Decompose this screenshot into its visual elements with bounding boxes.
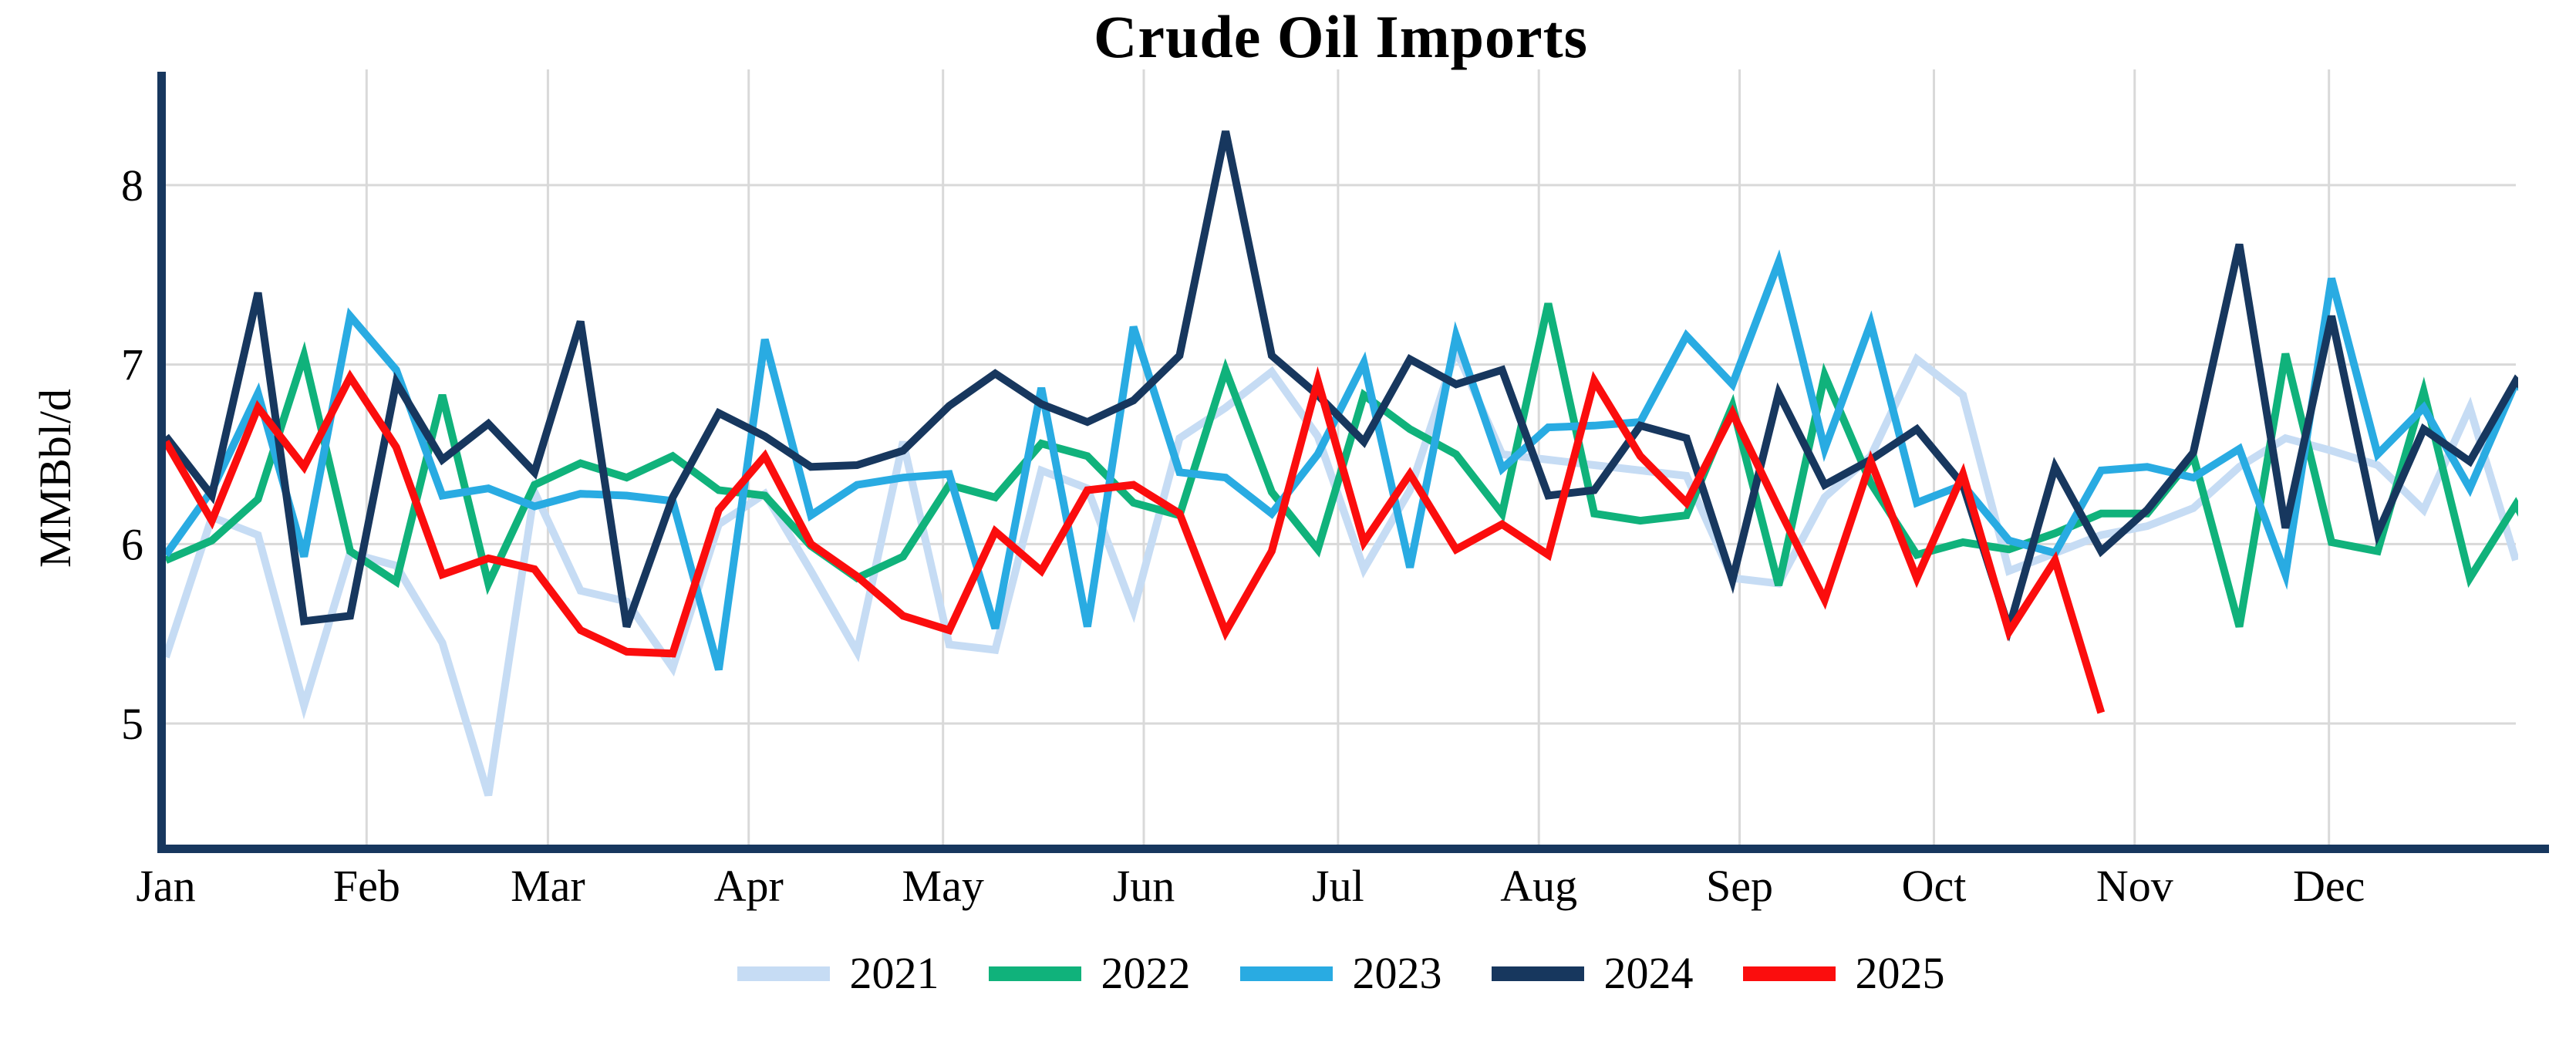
- legend-item-2023: 2023: [1239, 943, 1442, 1004]
- legend-swatch-2021: [737, 966, 830, 981]
- y-tick-label: 5: [121, 699, 143, 749]
- legend-swatch-2023: [1239, 966, 1333, 981]
- legend-swatch-2025: [1742, 966, 1836, 981]
- x-tick-label: May: [902, 861, 984, 911]
- legend-swatch-2022: [988, 966, 1081, 981]
- legend-label-2024: 2024: [1603, 948, 1694, 998]
- legend-label-2025: 2025: [1855, 948, 1945, 998]
- x-axis-spine: [157, 845, 2549, 853]
- legend-swatch-2024: [1491, 966, 1584, 981]
- x-tick-label: Oct: [1902, 861, 1967, 911]
- x-tick-label: Apr: [714, 861, 784, 911]
- x-tick-label: Nov: [2096, 861, 2173, 911]
- series-line-2023: [162, 249, 2518, 671]
- x-tick-label: Mar: [511, 861, 585, 911]
- legend-item-2024: 2024: [1491, 943, 1694, 1004]
- series-group: [162, 130, 2518, 797]
- legend-label-2021: 2021: [849, 948, 939, 998]
- legend: 2021 2022 2023 2024 2025: [166, 943, 2516, 1004]
- y-tick-label: 6: [121, 519, 143, 569]
- legend-label-2022: 2022: [1101, 948, 1191, 998]
- x-tick-label: Jul: [1312, 861, 1364, 911]
- chart-title: Crude Oil Imports: [1094, 3, 1588, 70]
- series-line-2025: [162, 366, 2106, 714]
- series-line-2024: [163, 130, 2518, 642]
- x-tick-label: Feb: [333, 861, 400, 911]
- x-tick-label: Sep: [1706, 861, 1773, 911]
- x-tick-label: Aug: [1500, 861, 1577, 911]
- x-tick-label: Dec: [2293, 861, 2365, 911]
- legend-label-2023: 2023: [1352, 948, 1442, 998]
- x-tick-label: Jan: [136, 861, 195, 911]
- y-tick-label: 7: [121, 340, 143, 390]
- legend-item-2021: 2021: [737, 943, 939, 1004]
- x-tick-label: Jun: [1113, 861, 1175, 911]
- legend-item-2022: 2022: [988, 943, 1191, 1004]
- legend-item-2025: 2025: [1742, 943, 1945, 1004]
- y-tick-label: 8: [121, 160, 143, 211]
- y-axis-spine: [157, 72, 166, 853]
